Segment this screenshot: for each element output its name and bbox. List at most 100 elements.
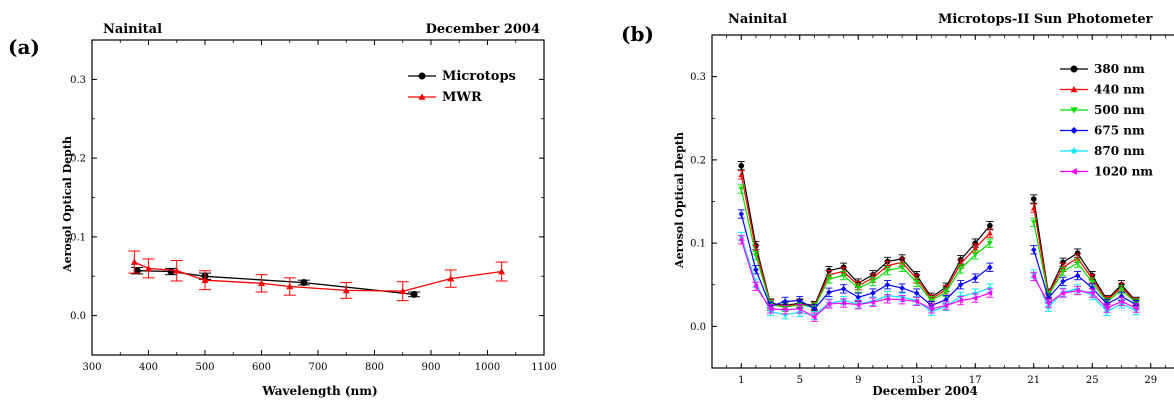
data-point [1060, 259, 1066, 266]
data-point [987, 222, 993, 229]
data-point [986, 284, 994, 291]
data-point [913, 290, 920, 296]
data-point [258, 279, 265, 287]
data-point [899, 285, 905, 291]
data-point [972, 252, 979, 258]
panel-b-letter: (b) [621, 22, 654, 46]
data-point [1030, 246, 1037, 253]
data-point [943, 290, 949, 296]
y-tick-label: 0.2 [70, 154, 86, 165]
x-tick-label: 1 [738, 375, 744, 386]
data-point [943, 302, 949, 309]
data-point [1118, 298, 1124, 305]
panel-b-plot: 1 5 9 13 17 21 25 29 0.0 0.1 0.2 0.3 380 nm 440 nm 500… [690, 34, 1174, 386]
legend-marker [418, 93, 426, 100]
data-point [767, 306, 773, 312]
legend-label: 1020 nm [1094, 165, 1153, 179]
data-point [826, 289, 832, 296]
data-point [498, 268, 506, 275]
legend-marker [1070, 86, 1078, 93]
data-point [870, 279, 876, 285]
data-point [826, 301, 832, 307]
plot-frame [91, 39, 545, 356]
data-point [410, 290, 418, 298]
legend-marker [1070, 107, 1078, 114]
legend-marker [1070, 127, 1078, 134]
series-line [740, 188, 991, 308]
x-tick-label: 5 [797, 375, 803, 386]
y-tick-label: 0.1 [690, 239, 706, 250]
data-point [855, 301, 861, 308]
legend-marker [1070, 146, 1078, 155]
data-point [173, 267, 181, 274]
data-point [870, 299, 876, 306]
x-tick-label: 25 [1086, 375, 1099, 386]
panel-a-ylabel: Aerosol Optical Depth [61, 136, 74, 273]
x-tick-label: 800 [365, 362, 384, 373]
data-point [781, 311, 789, 318]
data-point [1030, 220, 1037, 226]
data-point [899, 265, 905, 271]
data-point [1089, 280, 1096, 286]
panel-b-ylabel: Aerosol Optical Depth [673, 132, 686, 269]
data-point [972, 275, 979, 281]
data-point [399, 287, 407, 295]
data-point [201, 276, 209, 283]
data-point [1089, 290, 1095, 296]
data-point [884, 268, 891, 274]
data-point [286, 282, 294, 290]
y-tick-label: 0.0 [70, 311, 86, 322]
data-point [753, 283, 759, 290]
data-point [928, 306, 934, 312]
data-point [145, 264, 152, 272]
data-point [826, 276, 832, 282]
data-point [796, 306, 802, 312]
data-point [928, 298, 935, 304]
y-tick-label: 0.3 [690, 72, 706, 83]
x-tick-label: 21 [1027, 375, 1040, 386]
data-point [840, 273, 847, 279]
data-point [972, 245, 979, 251]
legend-label: Microtops [442, 69, 516, 84]
data-point [738, 211, 745, 217]
data-point [1118, 293, 1125, 300]
data-point [840, 286, 847, 292]
data-point [899, 296, 905, 303]
legend-marker [1070, 168, 1077, 175]
y-tick-label: 0.2 [690, 155, 706, 166]
data-point [987, 230, 993, 236]
data-point [738, 172, 745, 178]
panel-a-xlabel: Wavelength (nm) [261, 384, 377, 398]
data-point [913, 298, 919, 305]
data-point [840, 300, 846, 306]
series-line [1033, 276, 1137, 309]
x-tick-label: 700 [308, 362, 327, 373]
data-point [870, 290, 876, 296]
data-point [972, 240, 979, 246]
series-line [740, 174, 991, 308]
y-tick-label: 0.3 [70, 75, 86, 86]
data-point [796, 297, 803, 304]
data-point [167, 268, 175, 276]
series-line [740, 213, 991, 310]
data-point [1074, 250, 1081, 256]
panel-a-location: Nainital [103, 22, 162, 37]
legend-label: 380 nm [1094, 62, 1145, 76]
data-point [447, 275, 455, 282]
data-point [738, 162, 745, 169]
data-point [130, 258, 138, 265]
data-point [972, 289, 979, 296]
data-point [1133, 305, 1139, 311]
data-point [1060, 290, 1066, 296]
data-point [1060, 278, 1066, 285]
panel-b-title: Microtops-II Sun Photometer [938, 12, 1153, 27]
data-point [957, 266, 964, 272]
data-point [987, 240, 993, 246]
legend-label: 870 nm [1094, 144, 1145, 158]
data-point [913, 280, 920, 286]
panel-a-plot: 300 400 500 600 700 800 900 1000 1100 0.0 0.1 0.2 0.… [70, 39, 557, 373]
legend-label: 675 nm [1094, 124, 1145, 138]
data-point [1045, 300, 1051, 306]
data-point [1074, 272, 1081, 279]
